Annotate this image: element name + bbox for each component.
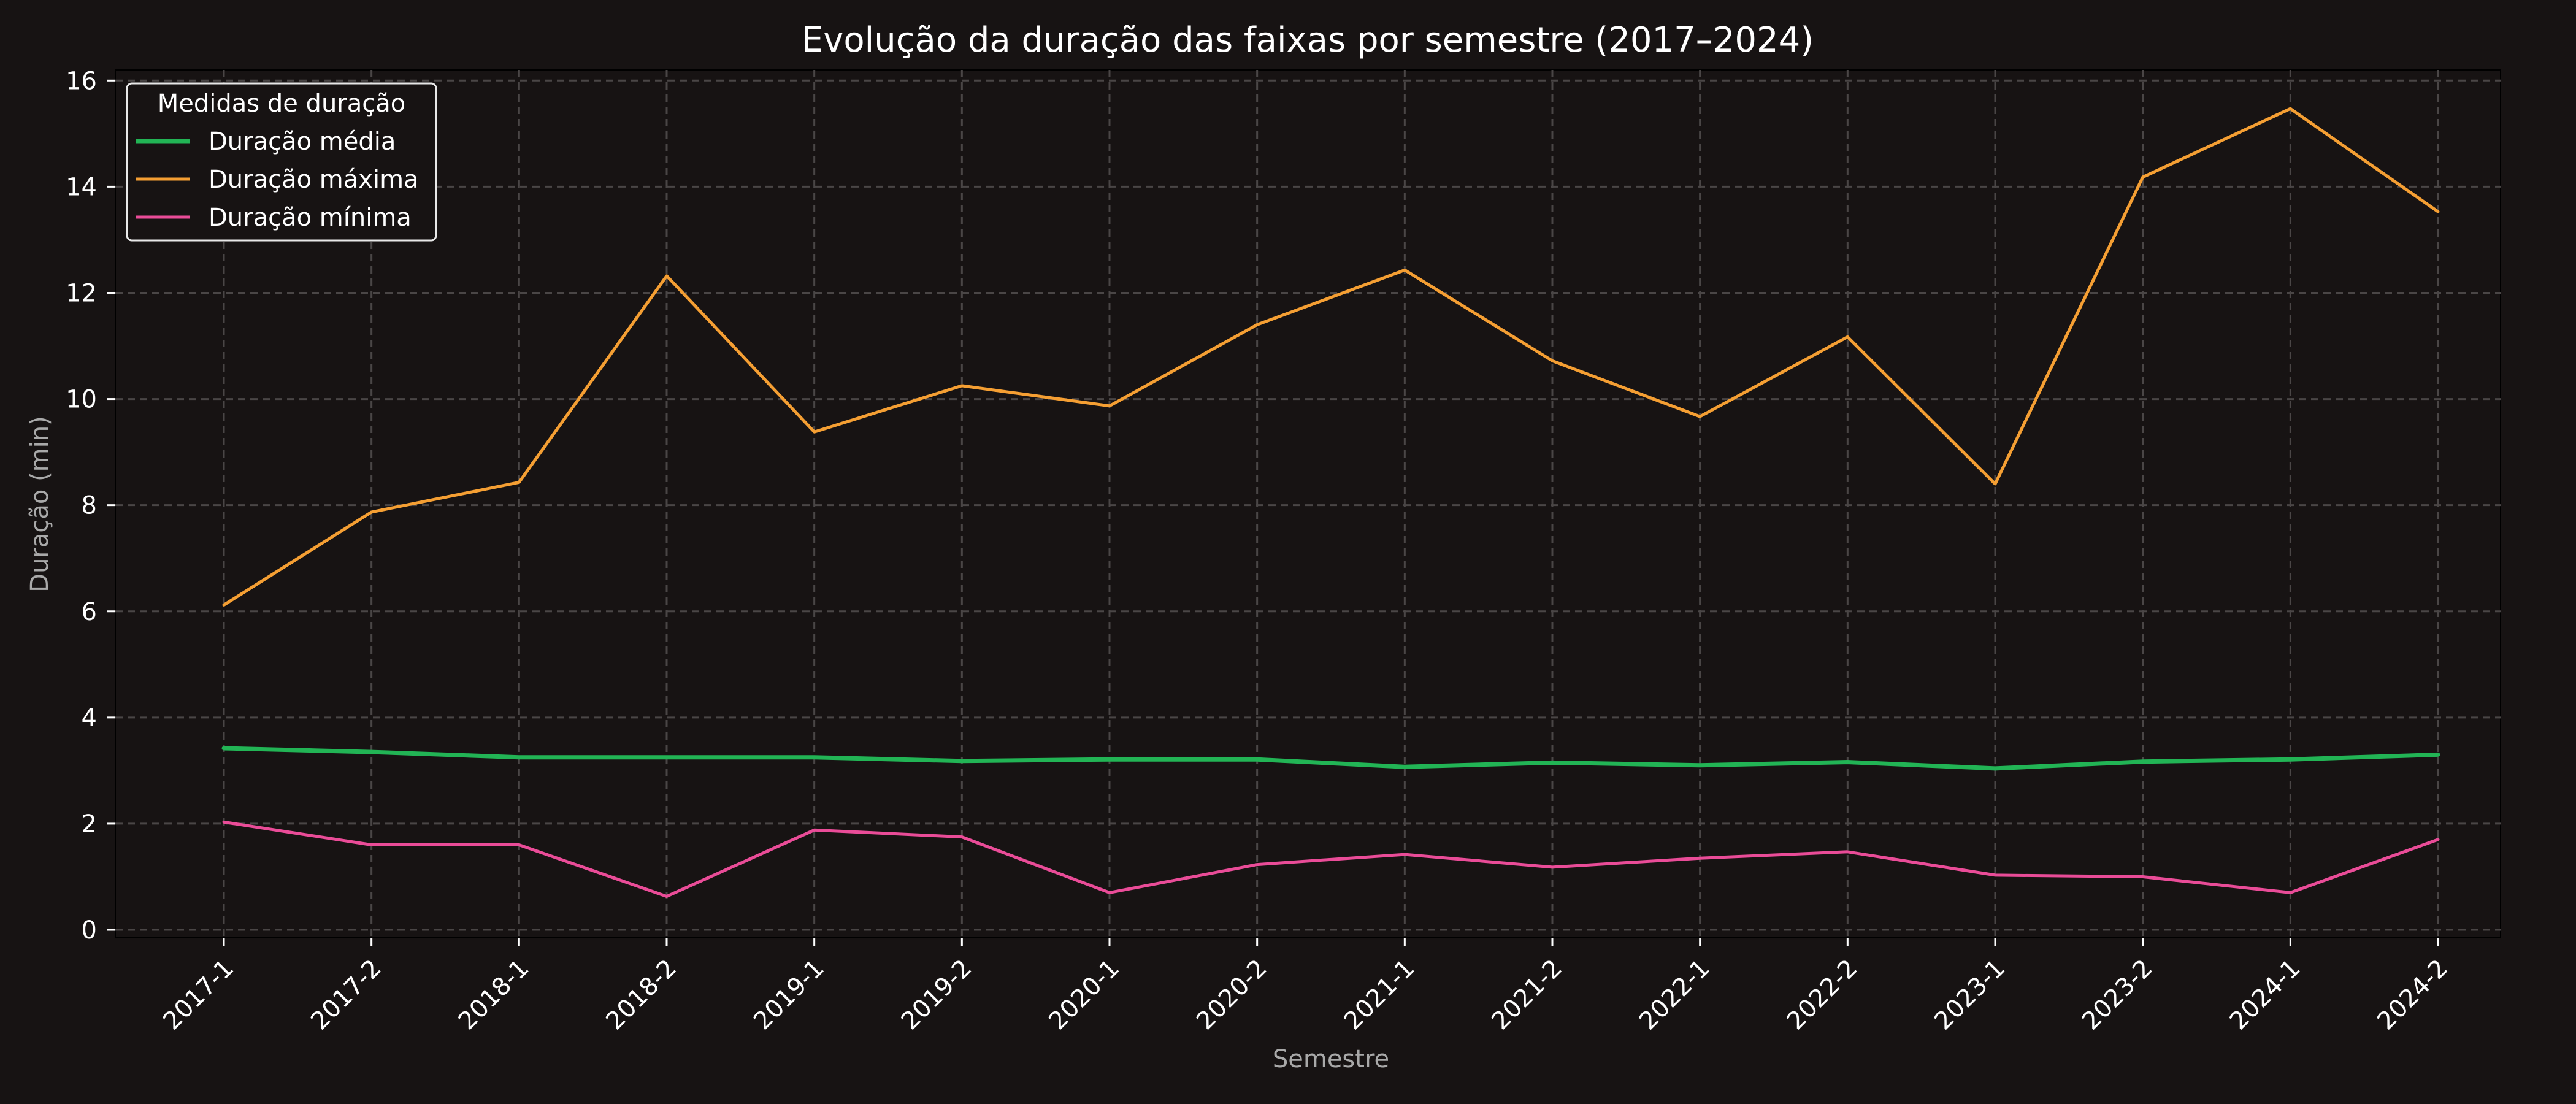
x-tick-label: 2020-2	[1191, 954, 1273, 1036]
y-tick-label: 14	[66, 173, 97, 201]
legend-box	[126, 82, 437, 242]
series-lines	[221, 107, 2440, 898]
y-tick-label: 16	[66, 67, 97, 95]
x-tick-label: 2018-2	[600, 954, 682, 1036]
x-tick-label: 2022-2	[1782, 954, 1863, 1036]
x-axis: 2017-1 2017-2 2018-1 2018-2 2019-1 2019-2 2020…	[158, 938, 2453, 1035]
series-line-minima	[222, 820, 2440, 898]
x-tick-label: 2017-1	[158, 954, 239, 1036]
y-axis: 0 2 4 6 8 10 12 14 16	[66, 67, 115, 945]
x-tick-label: 2019-2	[896, 954, 978, 1036]
y-tick-label: 8	[82, 492, 97, 520]
legend-label: Duração mínima	[209, 204, 412, 232]
y-tick-label: 4	[82, 704, 97, 732]
x-tick-label: 2019-1	[748, 954, 830, 1036]
y-tick-label: 6	[82, 598, 97, 626]
y-tick-label: 12	[66, 279, 97, 307]
y-axis-label: Duração (min)	[26, 416, 54, 592]
y-tick-label: 10	[66, 386, 97, 414]
legend-label: Duração média	[209, 128, 396, 156]
x-tick-label: 2023-1	[1929, 954, 2011, 1036]
series-line-maxima	[222, 107, 2440, 607]
y-tick-label: 2	[82, 810, 97, 838]
x-tick-label: 2022-1	[1634, 954, 1715, 1036]
x-tick-label: 2021-2	[1486, 954, 1568, 1036]
x-axis-label: Semestre	[1273, 1045, 1389, 1073]
chart-title: Evolução da duração das faixas por semes…	[802, 20, 1814, 60]
plot-area	[115, 69, 2501, 938]
x-tick-label: 2023-2	[2077, 954, 2158, 1036]
legend-title: Medidas de duração	[158, 90, 405, 118]
x-tick-label: 2024-2	[2372, 954, 2453, 1036]
x-tick-label: 2020-1	[1043, 954, 1125, 1036]
x-tick-label: 2018-1	[453, 954, 535, 1036]
series-line-media	[221, 746, 2440, 771]
grid-lines	[115, 70, 2501, 938]
x-tick-label: 2021-1	[1339, 954, 1420, 1036]
legend-label: Duração máxima	[209, 166, 419, 194]
x-tick-label: 2017-2	[305, 954, 387, 1036]
legend: Medidas de duração Duração média Duração …	[126, 82, 437, 242]
x-tick-label: 2024-1	[2225, 954, 2306, 1036]
y-tick-label: 0	[82, 916, 97, 945]
